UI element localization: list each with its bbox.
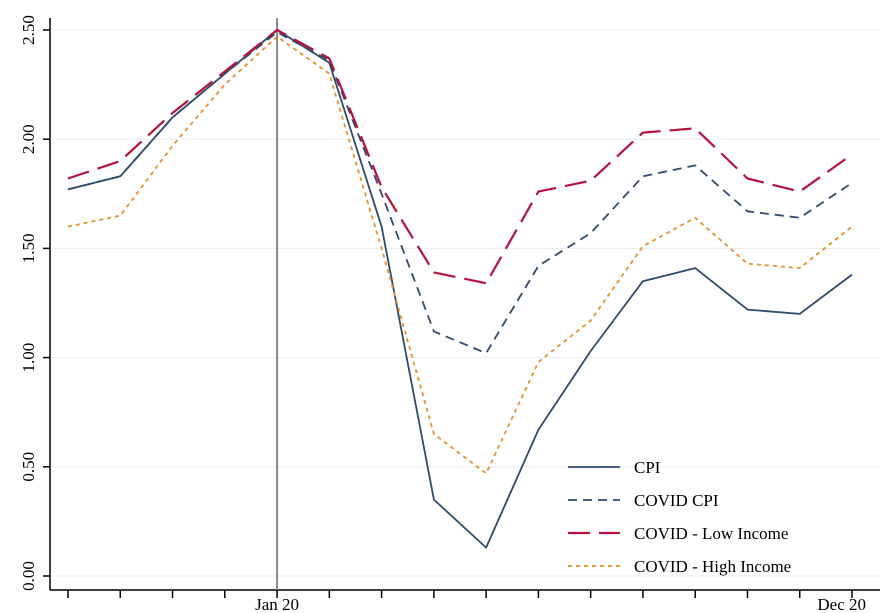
y-tick-label: 1.00: [19, 343, 38, 373]
x-tick-label: Jan 20: [255, 595, 299, 613]
y-tick-label: 2.50: [19, 15, 38, 45]
y-tick-label: 1.50: [19, 234, 38, 264]
legend-label: COVID CPI: [634, 491, 719, 510]
x-axis-ticks: Jan 20 Dec 20: [67, 590, 866, 613]
legend-label: COVID - Low Income: [634, 524, 788, 543]
legend-label: CPI: [634, 458, 661, 477]
grid-lines: [50, 29, 880, 577]
y-axis-ticks: 0.00 0.50 1.00 1.50 2.00 2.50: [19, 15, 50, 591]
x-tick-label: Dec 20: [817, 595, 866, 613]
series-line-2: [67, 31, 853, 355]
legend-label: COVID - High Income: [634, 557, 791, 576]
series-line-4: [67, 35, 853, 475]
series-lines: [67, 28, 853, 549]
legend: CPI COVID CPI COVID - Low Income COVID - Hi…: [568, 458, 791, 576]
y-tick-label: 0.50: [19, 452, 38, 482]
series-line-3: [67, 28, 853, 285]
axes: [49, 18, 880, 591]
y-tick-label: 0.00: [19, 561, 38, 591]
series-line-1: [67, 29, 853, 549]
y-tick-label: 2.00: [19, 124, 38, 154]
